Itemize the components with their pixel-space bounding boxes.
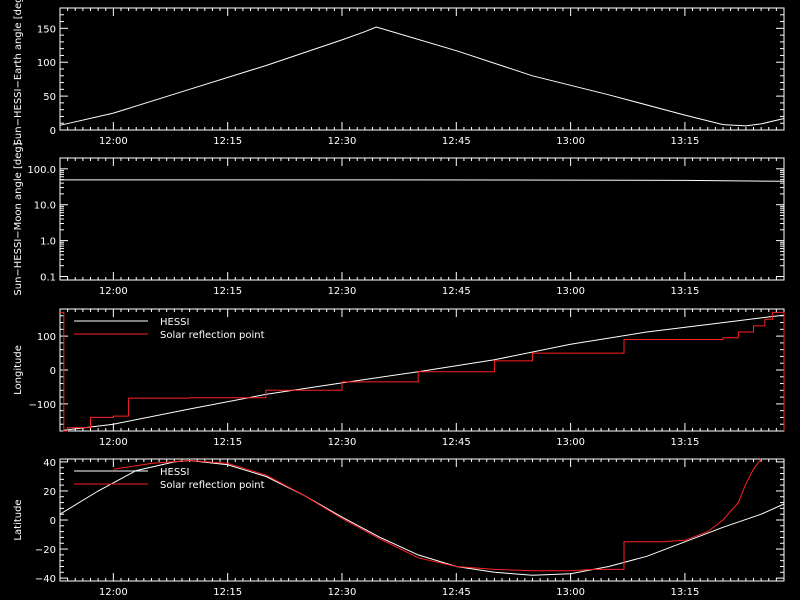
y-tick-label: 100 [37,332,56,343]
x-tick-label: 12:15 [213,437,242,448]
legend-label: HESSI [160,317,189,328]
x-tick-label: 13:15 [671,286,700,297]
y-tick-label: 100 [37,58,56,69]
series-line-solar-reflection-point [113,458,762,572]
x-tick-label: 13:00 [556,286,585,297]
legend-label: Solar reflection point [160,480,265,491]
y-tick-label: 1.0 [40,237,56,248]
y-tick-label: −100 [29,400,56,411]
x-tick-label: 12:30 [328,437,357,448]
y-tick-label: 50 [43,92,56,103]
y-tick-label: 10.0 [34,201,56,212]
x-tick-label: 12:45 [442,286,471,297]
y-axis-label: Sun−HESSI−Earth angle [deg] [13,0,24,145]
x-tick-label: 12:00 [99,136,128,147]
y-tick-label: 0 [50,366,56,377]
x-tick-label: 12:00 [99,286,128,297]
x-tick-label: 13:00 [556,437,585,448]
series-line-series [59,26,785,127]
y-tick-label: 0 [50,516,56,527]
y-tick-label: −40 [35,574,56,585]
x-tick-label: 13:00 [556,587,585,598]
x-tick-label: 13:15 [671,136,700,147]
legend-label: Solar reflection point [160,330,265,341]
series-line-series [60,179,785,182]
y-tick-label: 40 [43,458,56,469]
y-axis-label: Latitude [13,499,24,540]
x-tick-label: 12:45 [442,587,471,598]
y-tick-label: 20 [43,487,56,498]
plot-frame-1 [59,157,785,281]
series-line-solar-reflection-point [60,311,785,432]
x-tick-label: 12:30 [328,587,357,598]
x-tick-label: 12:00 [99,587,128,598]
y-tick-label: 0.1 [40,273,56,284]
plot-frame-0 [59,7,785,131]
y-tick-label: 150 [37,24,56,35]
x-tick-label: 13:00 [556,136,585,147]
x-tick-label: 12:15 [213,286,242,297]
x-tick-label: 12:30 [328,286,357,297]
x-tick-label: 13:15 [671,587,700,598]
x-tick-label: 12:15 [213,587,242,598]
x-tick-label: 12:45 [442,136,471,147]
legend-label: HESSI [160,467,189,478]
x-tick-label: 12:45 [442,437,471,448]
x-tick-label: 12:15 [213,136,242,147]
y-tick-label: 0 [50,126,56,137]
x-tick-label: 13:15 [671,437,700,448]
y-tick-label: 100.0 [27,165,56,176]
x-tick-label: 12:30 [328,136,357,147]
y-axis-label: Sun−HESSI−Moon angle [deg] [13,142,24,295]
y-tick-label: −20 [35,545,56,556]
y-axis-label: Longitude [13,345,24,395]
x-tick-label: 12:00 [99,437,128,448]
